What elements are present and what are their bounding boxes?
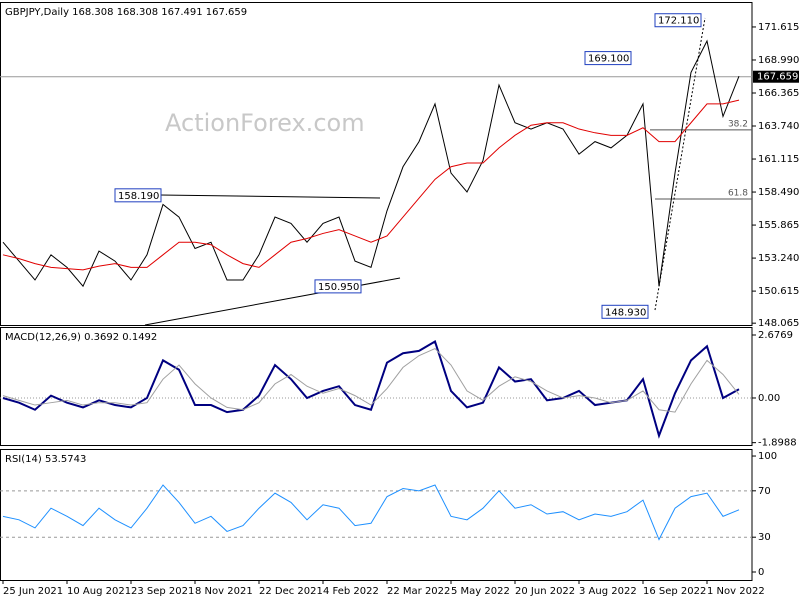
y-tick-label: 2.6769 [758, 330, 793, 341]
x-tick-label: 8 Nov 2021 [195, 586, 253, 597]
fib-label: 61.8 [728, 188, 748, 198]
x-tick-label: 23 Sep 2021 [131, 586, 194, 597]
annotation-label: 172.110 [658, 16, 699, 27]
watermark: ActionForex.com [165, 109, 365, 137]
x-tick-label: 25 Jun 2021 [3, 586, 63, 597]
y-tick-label: -1.8988 [758, 438, 797, 449]
panel-border [0, 327, 753, 446]
y-tick-label: 158.490 [758, 187, 799, 198]
y-tick-label: 153.240 [758, 253, 799, 264]
annotation-box [314, 279, 362, 294]
series-line [2, 39, 740, 288]
y-tick-label: 30 [758, 532, 771, 543]
y-tick-label: 148.065 [758, 318, 799, 329]
x-tick-label: 20 Jun 2022 [515, 586, 575, 597]
current-price-box [753, 70, 799, 83]
trend-line [159, 194, 381, 199]
fib-trend [654, 17, 706, 311]
panel-border [0, 449, 753, 581]
annotation-box [601, 304, 649, 319]
annotation-box [114, 188, 162, 203]
annotation-box [584, 51, 632, 66]
annotation-label: 158.190 [118, 191, 159, 202]
y-tick-label: 155.865 [758, 220, 799, 231]
y-tick-label: 100 [758, 451, 777, 462]
y-tick-label: 70 [758, 486, 771, 497]
y-tick-label: 161.115 [758, 154, 799, 165]
fib-label: 38.2 [728, 119, 748, 129]
annotation-label: 150.950 [318, 282, 359, 293]
y-tick-label: 163.740 [758, 121, 799, 132]
x-tick-label: 16 Sep 2022 [643, 586, 706, 597]
series-line [2, 347, 740, 413]
panel-title: RSI(14) 53.5743 [5, 454, 86, 465]
panel-border [0, 2, 753, 326]
y-tick-label: 0 [758, 567, 764, 578]
x-tick-label: 3 Aug 2022 [579, 586, 637, 597]
panel-title: MACD(12,26,9) 0.3692 0.1492 [5, 332, 157, 343]
x-tick-label: 22 Mar 2022 [387, 586, 450, 597]
series-line [2, 484, 740, 541]
x-tick-label: 5 May 2022 [451, 586, 510, 597]
panel-title: GBPJPY,Daily 168.308 168.308 167.491 167… [5, 7, 247, 18]
y-tick-label: 166.365 [758, 88, 799, 99]
y-tick-label: 150.615 [758, 286, 799, 297]
x-tick-label: 1 Nov 2022 [707, 586, 765, 597]
annotation-box [654, 13, 702, 28]
annotation-label: 148.930 [605, 307, 646, 318]
x-tick-label: 22 Dec 2021 [259, 586, 323, 597]
series-line [2, 99, 740, 271]
y-tick-label: 168.990 [758, 55, 799, 66]
y-tick-label: 0.00 [758, 393, 780, 404]
current-price-label: 167.659 [757, 72, 798, 83]
x-tick-label: 4 Feb 2022 [323, 586, 379, 597]
annotation-label: 169.100 [588, 54, 629, 65]
y-tick-label: 171.615 [758, 22, 799, 33]
x-tick-label: 10 Aug 2021 [67, 586, 131, 597]
